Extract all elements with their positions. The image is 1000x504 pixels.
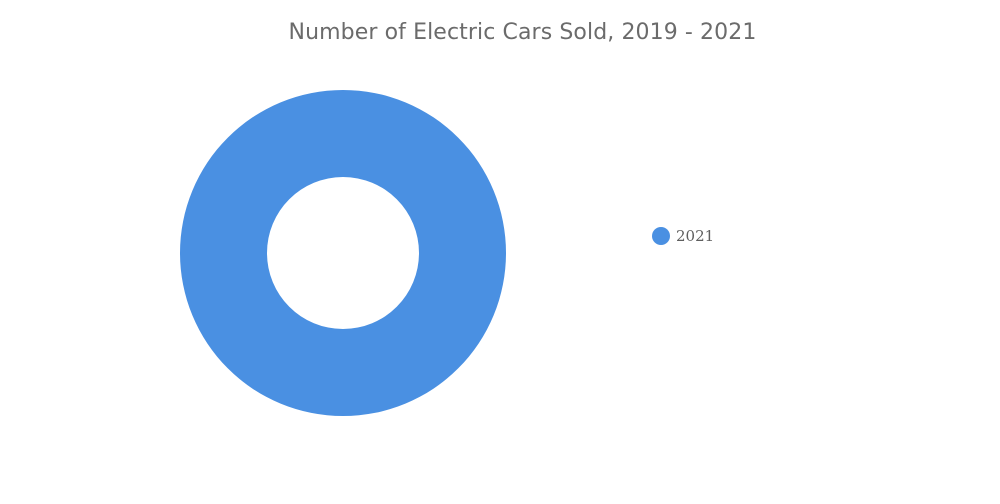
chart-title: Number of Electric Cars Sold, 2019 - 202… <box>288 20 757 45</box>
legend-label-2021: 2021 <box>676 227 714 245</box>
donut-slices <box>179 89 507 417</box>
chart-legend: 2021 <box>652 227 714 245</box>
legend-marker-2021 <box>652 227 670 245</box>
donut-slice-2021 <box>179 89 507 417</box>
